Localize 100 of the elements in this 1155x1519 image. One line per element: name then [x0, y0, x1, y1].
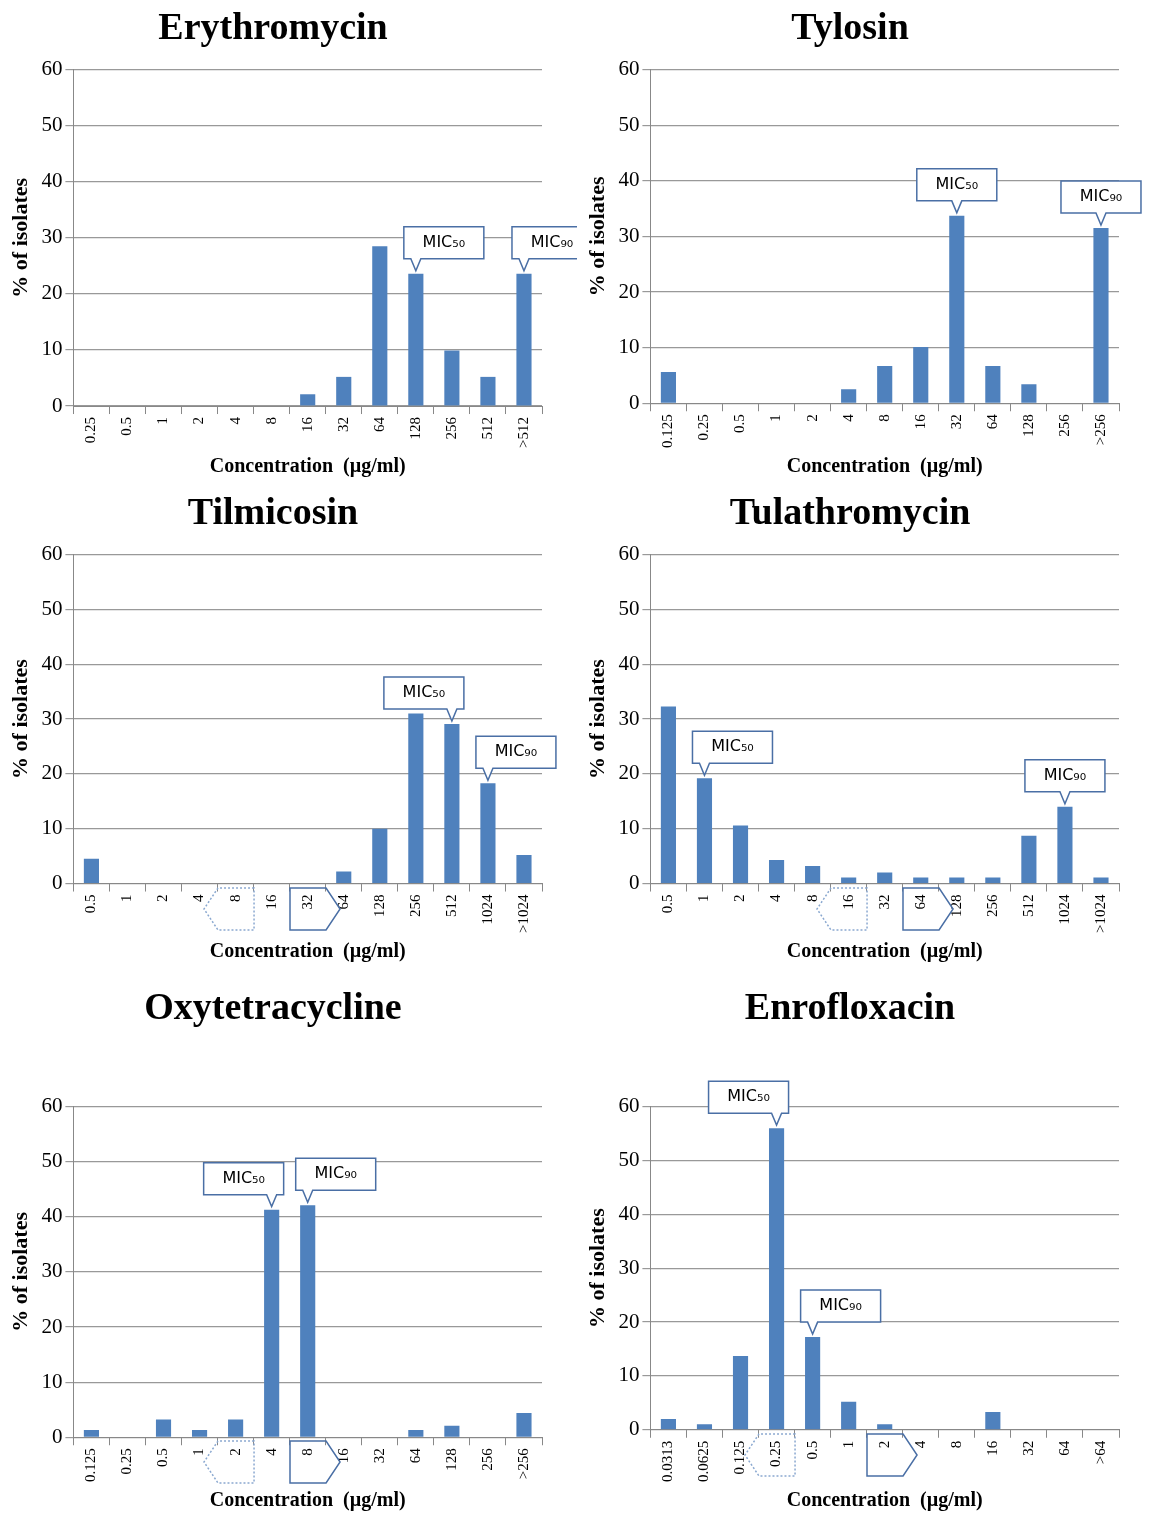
annotation: MIC₅₀	[222, 1167, 265, 1187]
y-axis-title: % of isolates	[583, 1207, 609, 1329]
bar	[264, 1209, 280, 1437]
y-tick-label: 10	[41, 1368, 63, 1393]
x-tick-label: >512	[514, 417, 531, 449]
bar	[732, 825, 749, 883]
x-tick-label: 0.0625	[695, 1440, 712, 1482]
bar	[191, 1430, 208, 1437]
x-tick-label: 32	[370, 1448, 387, 1464]
bar	[696, 1424, 713, 1430]
x-axis-title: Concentration (µg/ml)	[209, 939, 406, 963]
x-tick-label: 4	[190, 894, 207, 903]
annotation: MIC₉₀	[1043, 764, 1087, 784]
x-tick-label: 0.5	[659, 894, 676, 914]
x-tick-label: >1024	[514, 894, 531, 934]
x-tick-label: 256	[442, 416, 459, 440]
x-tick-label: 8	[262, 417, 279, 425]
x-axis-title: Concentration (µg/ml)	[786, 454, 983, 478]
x-tick-label: 0.5	[118, 417, 135, 436]
y-axis-title: % of isolates	[6, 177, 32, 298]
y-tick-label: 50	[618, 595, 640, 620]
y-tick-label: 0	[51, 870, 63, 895]
bar	[83, 1430, 99, 1437]
chart-title: Enrofloxacin	[744, 984, 956, 1027]
annotation: MIC₅₀	[422, 231, 466, 251]
bar	[336, 376, 352, 406]
y-tick-label: 40	[41, 650, 63, 675]
x-tick-label: 0.0313	[659, 1440, 676, 1482]
y-tick-label: 60	[41, 541, 63, 566]
bar	[768, 1128, 785, 1430]
y-tick-label: 20	[41, 280, 63, 305]
bar	[155, 1419, 172, 1437]
x-axis-title: Concentration (µg/ml)	[786, 939, 983, 963]
bar	[516, 273, 532, 406]
x-tick-label: 16	[983, 1440, 1000, 1456]
y-tick-label: 20	[618, 760, 640, 785]
x-tick-label: 32	[875, 894, 892, 910]
x-tick-label: 4	[767, 894, 784, 903]
x-tick-label: 1024	[478, 894, 495, 925]
x-tick-label: 256	[406, 894, 423, 918]
y-tick-label: 10	[618, 815, 640, 840]
x-tick-label: 16	[334, 1447, 351, 1464]
y-tick-label: 60	[618, 541, 640, 566]
bar	[841, 877, 857, 883]
x-tick-label: 64	[983, 413, 1000, 430]
x-tick-label: 4	[226, 416, 243, 425]
bar	[805, 1337, 821, 1430]
x-tick-label: 16	[262, 894, 279, 910]
y-tick-label: 10	[618, 334, 640, 359]
bar	[660, 372, 676, 403]
x-tick-label: 8	[298, 1448, 315, 1456]
x-tick-label: 256	[983, 894, 1000, 918]
y-tick-label: 30	[41, 705, 63, 730]
chart-title: Erythromycin	[158, 4, 388, 47]
x-tick-label: 8	[947, 1440, 964, 1449]
x-tick-label: >256	[1091, 413, 1108, 446]
x-tick-label: 128	[442, 1448, 459, 1471]
bar	[300, 1205, 316, 1437]
chart-title: Tulathromycin	[729, 489, 971, 532]
y-tick-label: 0	[628, 389, 640, 414]
bar	[1021, 384, 1037, 403]
bar	[877, 1424, 893, 1430]
x-tick-label: 1	[154, 417, 171, 425]
x-tick-label: 2	[875, 1440, 892, 1449]
x-tick-label: >256	[514, 1447, 531, 1480]
y-tick-label: 30	[618, 705, 640, 730]
x-tick-label: 512	[442, 894, 459, 918]
x-tick-label: 8	[803, 894, 820, 903]
y-tick-label: 30	[618, 1254, 640, 1279]
bar	[841, 1401, 857, 1430]
annotation: MIC₅₀	[935, 174, 979, 194]
x-tick-label: 0.25	[82, 417, 99, 444]
x-tick-label: 32	[947, 414, 964, 430]
y-tick-label: 60	[618, 56, 640, 81]
x-axis-title: Concentration (µg/ml)	[209, 1488, 406, 1512]
x-tick-label: 0.25	[767, 1440, 784, 1467]
y-axis-title: % of isolates	[583, 176, 609, 297]
bar	[985, 1411, 1001, 1430]
x-tick-label: 512	[478, 417, 495, 440]
y-tick-label: 30	[41, 1258, 63, 1283]
y-tick-label: 50	[41, 112, 63, 137]
y-tick-label: 0	[628, 1416, 640, 1441]
bar	[336, 871, 352, 883]
x-tick-label: 64	[1055, 1440, 1072, 1456]
x-tick-label: 16	[911, 413, 928, 430]
y-tick-label: 40	[41, 168, 63, 193]
x-tick-label: 1	[767, 414, 784, 422]
x-tick-label: 128	[406, 417, 423, 440]
x-tick-label: 32	[298, 894, 315, 910]
y-tick-label: 10	[618, 1362, 640, 1387]
bar	[516, 1413, 532, 1437]
x-tick-label: >64	[1091, 1440, 1108, 1465]
chart-title: Tylosin	[791, 4, 909, 47]
y-tick-label: 20	[618, 278, 640, 303]
x-tick-label: 0.5	[731, 414, 748, 433]
x-tick-label: 1	[190, 1448, 207, 1456]
x-tick-label: 0.5	[803, 1440, 820, 1460]
x-tick-label: 0.5	[154, 1448, 171, 1467]
bar	[444, 724, 460, 883]
bar	[1093, 228, 1109, 403]
